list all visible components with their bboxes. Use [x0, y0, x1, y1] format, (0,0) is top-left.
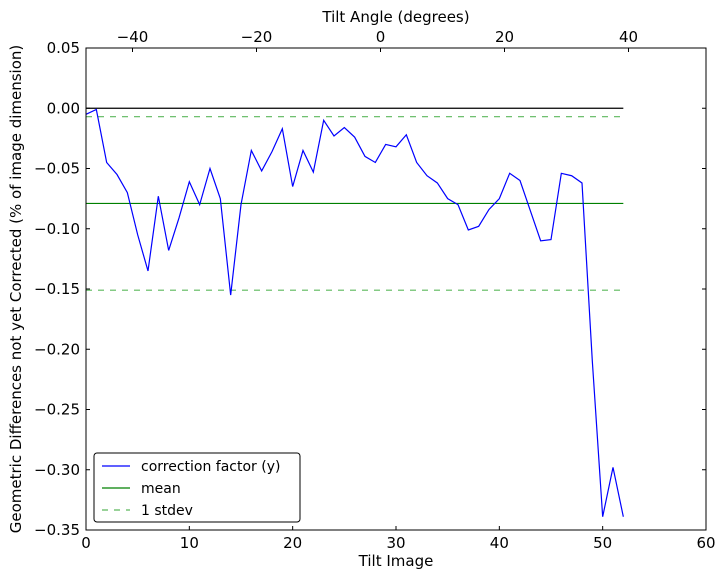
legend-label-correction-factor: correction factor (y) [141, 459, 280, 475]
x-tick-label: 40 [490, 534, 509, 552]
top-x-tick-label: 20 [495, 28, 514, 46]
top-x-tick-label: 0 [376, 28, 386, 46]
y-tick-label: 0.00 [47, 99, 80, 117]
y-tick-label: −0.25 [34, 401, 80, 419]
x-axis-label: Tilt Image [358, 552, 434, 570]
legend: correction factor (y) mean 1 stdev [93, 452, 301, 523]
x-tick-label: 0 [81, 534, 91, 552]
series-line-0 [85, 108, 624, 517]
y-tick-label: −0.35 [34, 521, 80, 539]
x-tick-label: 10 [180, 534, 199, 552]
legend-label-stdev: 1 stdev [141, 503, 193, 519]
y-tick-label: −0.05 [34, 160, 80, 178]
ticks: 0 10 20 30 40 50 60 0.05 0.00 −0.05 −0.10 −0.15 −0.2… [34, 28, 716, 552]
top-x-axis-label: Tilt Angle (degrees) [321, 8, 469, 26]
x-tick-label: 50 [593, 534, 612, 552]
y-axis-label: Geometric Differences not yet Corrected … [7, 45, 25, 534]
plot-area [85, 107, 624, 517]
top-x-tick-label: −20 [241, 28, 273, 46]
top-x-tick-label: −40 [117, 28, 149, 46]
y-tick-label: −0.30 [34, 461, 80, 479]
x-tick-label: 60 [696, 534, 715, 552]
y-tick-label: −0.15 [34, 280, 80, 298]
y-tick-label: 0.05 [47, 39, 80, 57]
y-tick-label: −0.20 [34, 340, 80, 358]
top-x-tick-label: 40 [619, 28, 638, 46]
x-tick-label: 30 [386, 534, 405, 552]
legend-label-mean: mean [141, 481, 181, 497]
x-tick-label: 20 [283, 534, 302, 552]
legend-box [93, 452, 301, 523]
y-tick-label: −0.10 [34, 220, 80, 238]
